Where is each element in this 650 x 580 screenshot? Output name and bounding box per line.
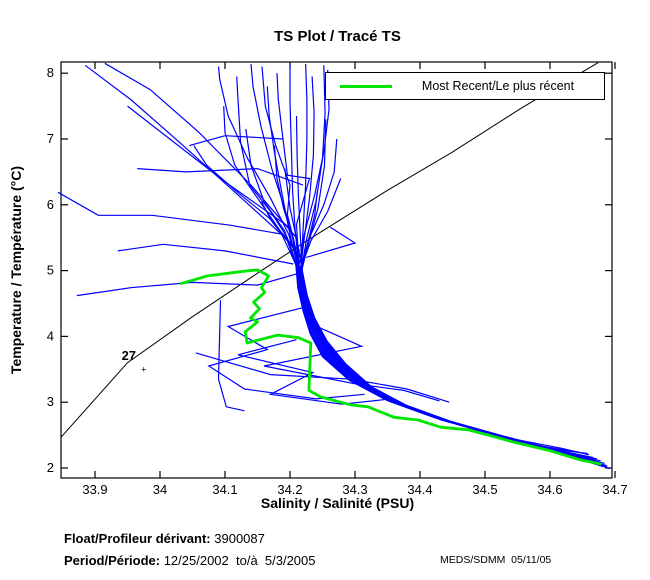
profile-trace bbox=[76, 273, 297, 297]
footer-credit: MEDS/SDMM 05/11/05 bbox=[440, 554, 552, 566]
profile-trace bbox=[273, 145, 588, 455]
profile-trace bbox=[195, 352, 450, 403]
y-tick-label: 7 bbox=[47, 131, 54, 146]
profile-trace bbox=[299, 178, 596, 461]
profile-trace bbox=[250, 63, 607, 466]
y-tick-label: 6 bbox=[47, 197, 54, 212]
profile-trace bbox=[266, 86, 595, 464]
profile-trace bbox=[104, 62, 297, 239]
profile-trace bbox=[299, 76, 609, 469]
float-label: Float/Profileur dérivant: bbox=[64, 531, 211, 546]
profile-trace bbox=[117, 243, 294, 265]
x-tick-label: 34.3 bbox=[342, 482, 367, 497]
profile-trace bbox=[295, 115, 610, 470]
profile-trace bbox=[236, 76, 584, 457]
legend-label: Most Recent/Le plus récent bbox=[421, 79, 575, 93]
profile-trace bbox=[217, 300, 245, 412]
profile-trace bbox=[207, 306, 365, 400]
x-tick-label: 34.6 bbox=[537, 482, 562, 497]
x-tick-label: 34.1 bbox=[212, 482, 237, 497]
profile-trace bbox=[263, 322, 440, 402]
profile-trace bbox=[217, 66, 601, 462]
y-axis-label: Temperature / Température (°C) bbox=[8, 165, 24, 375]
plot-frame bbox=[60, 61, 613, 479]
legend-line-sample bbox=[340, 84, 392, 88]
x-tick-label: 34 bbox=[153, 482, 167, 497]
footer-float-line: Float/Profileur dérivant: 3900087 bbox=[64, 531, 265, 546]
footer-period-line: Period/Période: 12/25/2002 to/à 5/3/2005 bbox=[64, 553, 316, 568]
y-tick-label: 4 bbox=[47, 328, 54, 343]
float-value: 3900087 bbox=[214, 531, 265, 546]
y-tick-label: 3 bbox=[47, 394, 54, 409]
profile-trace bbox=[189, 135, 284, 147]
most-recent-profile-trace bbox=[179, 268, 602, 466]
x-tick-label: 34.7 bbox=[602, 482, 627, 497]
x-tick-label: 34.5 bbox=[472, 482, 497, 497]
profile-trace bbox=[301, 119, 597, 460]
profile-trace bbox=[57, 191, 301, 258]
profile-trace bbox=[301, 191, 594, 459]
profile-trace bbox=[260, 201, 591, 460]
page-title: TS Plot / Tracé TS bbox=[274, 28, 401, 45]
series-layer: 27 + bbox=[57, 62, 610, 470]
profile-trace bbox=[297, 69, 600, 465]
density-contour-line bbox=[60, 62, 599, 438]
profile-trace bbox=[300, 65, 607, 468]
profile-trace bbox=[300, 63, 608, 467]
contour-label-marker: + bbox=[141, 364, 146, 374]
y-tick-label: 5 bbox=[47, 263, 54, 278]
contour-label-27: 27 bbox=[122, 348, 136, 363]
profile-trace bbox=[127, 105, 291, 229]
profile-trace bbox=[261, 66, 599, 463]
profile-trace bbox=[306, 226, 357, 258]
y-tick-label: 2 bbox=[47, 460, 54, 475]
profile-trace bbox=[289, 64, 604, 468]
y-tick-label: 8 bbox=[47, 65, 54, 80]
profile-trace bbox=[284, 168, 590, 456]
period-value: 12/25/2002 to/à 5/3/2005 bbox=[163, 553, 316, 568]
x-tick-label: 33.9 bbox=[82, 482, 107, 497]
profile-trace bbox=[299, 138, 605, 464]
tick-labels: 33.9 34 34.1 34.2 34.3 34.4 34.5 34.6 34.7234567… bbox=[47, 65, 628, 497]
legend: Most Recent/Le plus récent bbox=[325, 72, 605, 100]
x-tick-label: 34.4 bbox=[407, 482, 432, 497]
axis-ticks bbox=[61, 62, 616, 478]
x-axis-label: Salinity / Salinité (PSU) bbox=[260, 495, 415, 511]
profile-trace bbox=[137, 167, 304, 186]
x-tick-label: 34.2 bbox=[277, 482, 302, 497]
period-label: Period/Période: bbox=[64, 553, 161, 568]
profile-trace bbox=[84, 64, 301, 252]
